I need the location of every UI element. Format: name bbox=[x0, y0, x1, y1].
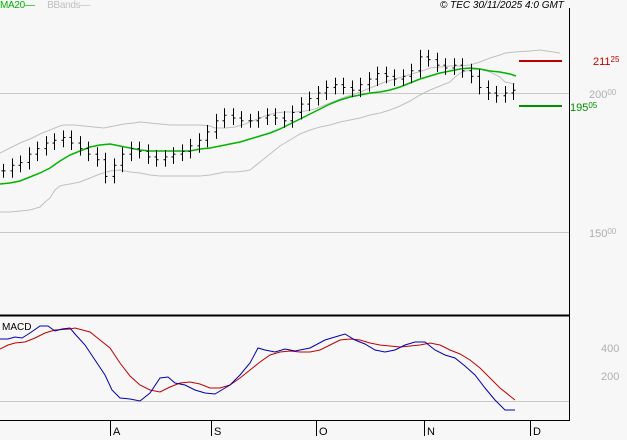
x-axis-ticks bbox=[110, 421, 531, 436]
macd-signal-line bbox=[0, 327, 516, 401]
support-label: 19505 bbox=[570, 101, 598, 114]
legend-ma20: MA20— bbox=[0, 0, 35, 11]
macd-y-label-400: 400 bbox=[601, 343, 620, 355]
copyright-timestamp: © TEC 30/11/2025 4:0 GMT bbox=[440, 0, 564, 11]
y-label-200: 20000 bbox=[589, 88, 617, 101]
bband-lower bbox=[0, 68, 516, 213]
macd-line bbox=[0, 325, 515, 411]
legend-bbands: BBands— bbox=[47, 0, 91, 11]
y-label-150: 15000 bbox=[589, 227, 617, 240]
resistance-label: 21125 bbox=[593, 55, 620, 68]
chart-legend: MA20— BBands— bbox=[0, 0, 90, 12]
x-label-nov: N bbox=[427, 426, 435, 438]
bband-upper bbox=[0, 49, 561, 154]
macd-title: MACD bbox=[2, 322, 32, 333]
price-bars bbox=[1, 49, 516, 184]
x-label-sep: S bbox=[214, 426, 222, 438]
x-label-aug: A bbox=[113, 426, 121, 438]
x-label-oct: O bbox=[319, 426, 328, 438]
x-label-dec: D bbox=[533, 426, 541, 438]
macd-y-label-200: 200 bbox=[601, 371, 620, 383]
